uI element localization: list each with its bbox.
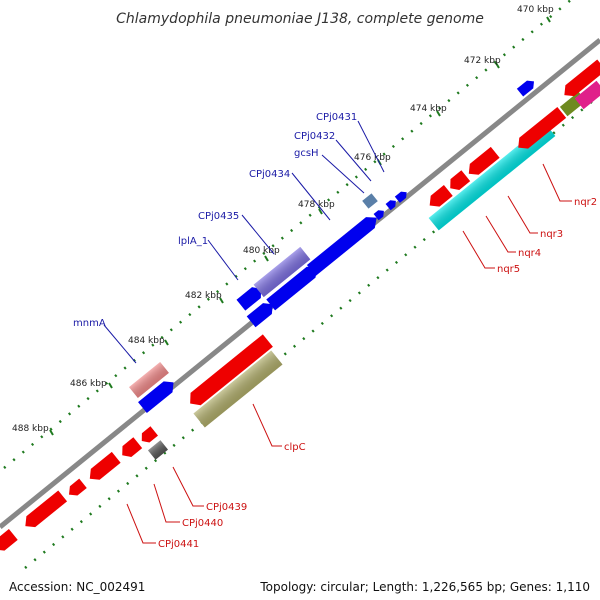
tick-mark xyxy=(108,382,113,389)
gene-arrow xyxy=(306,217,377,276)
tick-marks xyxy=(49,16,551,436)
gene-label-cpj0441[interactable]: CPj0441 xyxy=(158,539,199,550)
tick-label: 474 kbp xyxy=(410,104,447,114)
gene-arrow xyxy=(450,170,471,190)
genome-summary-text: Topology: circular; Length: 1,226,565 bp… xyxy=(260,580,590,594)
reverse-leaders xyxy=(126,163,572,544)
tick-label: 482 kbp xyxy=(185,291,222,301)
gene-label-gcsh[interactable]: gcsH xyxy=(294,148,319,159)
leader-line xyxy=(357,120,385,173)
gene-arrow xyxy=(236,287,262,311)
tick-mark xyxy=(264,255,269,262)
leader-line xyxy=(126,503,156,544)
leader-line xyxy=(241,214,275,255)
gene-arrow xyxy=(89,451,121,480)
gene-arrow xyxy=(190,334,273,406)
leader-line xyxy=(153,483,180,523)
leader-line xyxy=(291,172,331,221)
tick-label: 478 kbp xyxy=(298,200,335,210)
tick-label: 488 kbp xyxy=(12,424,49,434)
gene-arrow xyxy=(141,426,158,443)
gene-arrow xyxy=(516,80,534,97)
reverse-genes xyxy=(0,59,600,551)
feature-bar xyxy=(129,361,169,399)
gene-label-lpla-1[interactable]: lplA_1 xyxy=(178,236,208,247)
tick-mark xyxy=(318,208,323,215)
gene-arrow xyxy=(0,529,18,551)
gene-label-mnma[interactable]: mnmA xyxy=(73,318,106,329)
gene-arrow xyxy=(385,200,396,211)
gene-label-cpj0435[interactable]: CPj0435 xyxy=(198,211,239,222)
map-title: Chlamydophila pneumoniae J138, complete … xyxy=(116,11,484,27)
tick-mark xyxy=(164,339,169,346)
tick-label: 486 kbp xyxy=(70,379,107,389)
gene-arrow xyxy=(394,191,407,203)
feature-bars xyxy=(129,80,600,460)
gene-arrow xyxy=(266,266,318,311)
gene-arrow xyxy=(246,303,273,328)
tick-mark xyxy=(49,429,54,436)
tick-label: 472 kbp xyxy=(464,56,501,66)
tick-label: 470 kbp xyxy=(517,5,554,15)
gene-arrow xyxy=(25,490,68,528)
leader-line xyxy=(462,230,495,269)
gene-label-cpj0439[interactable]: CPj0439 xyxy=(206,502,247,513)
feature-bar xyxy=(148,440,168,460)
tick-mark xyxy=(546,16,551,23)
feature-bar xyxy=(574,80,600,110)
gene-label-cpj0432[interactable]: CPj0432 xyxy=(294,131,335,142)
gene-arrow xyxy=(373,210,384,221)
forward-leaders xyxy=(103,120,385,364)
leader-line xyxy=(103,324,137,364)
gene-arrow xyxy=(518,106,567,149)
tick-mark xyxy=(495,62,500,69)
accession-text: Accession: NC_002491 xyxy=(9,580,146,594)
gene-label-cpj0440[interactable]: CPj0440 xyxy=(182,518,223,529)
tick-mark xyxy=(219,297,224,304)
leader-line xyxy=(507,195,538,234)
feature-bar xyxy=(253,246,311,298)
gene-arrow xyxy=(69,478,87,496)
leader-line xyxy=(252,403,282,447)
leader-line xyxy=(335,139,372,182)
leader-line xyxy=(207,239,239,281)
leader-line xyxy=(321,154,365,194)
gene-label-nqr4[interactable]: nqr4 xyxy=(518,248,541,259)
tick-label: 480 kbp xyxy=(243,246,280,256)
inner-dotted-ring xyxy=(24,94,600,569)
gene-label-cpj0431[interactable]: CPj0431 xyxy=(316,112,357,123)
leader-line xyxy=(485,215,516,253)
tick-mark xyxy=(436,110,441,117)
gene-label-cpj0434[interactable]: CPj0434 xyxy=(249,169,290,180)
gene-arrow xyxy=(138,381,174,414)
tick-label: 484 kbp xyxy=(128,336,165,346)
gene-label-nqr2[interactable]: nqr2 xyxy=(574,197,597,208)
gene-arrow xyxy=(429,185,453,207)
feature-bar xyxy=(362,193,378,209)
gene-label-clpc[interactable]: clpC xyxy=(284,442,306,453)
gene-label-nqr3[interactable]: nqr3 xyxy=(540,229,563,240)
feature-bar xyxy=(428,123,556,231)
outer-dotted-ring xyxy=(3,0,573,469)
feature-bar xyxy=(193,350,283,428)
tick-label: 476 kbp xyxy=(354,153,391,163)
leader-line xyxy=(172,466,204,507)
gene-label-nqr5[interactable]: nqr5 xyxy=(497,264,520,275)
gene-arrow xyxy=(468,146,500,175)
gene-arrow xyxy=(564,59,600,97)
leader-line xyxy=(542,163,572,202)
forward-genes xyxy=(138,80,534,414)
gene-arrow xyxy=(122,437,143,457)
